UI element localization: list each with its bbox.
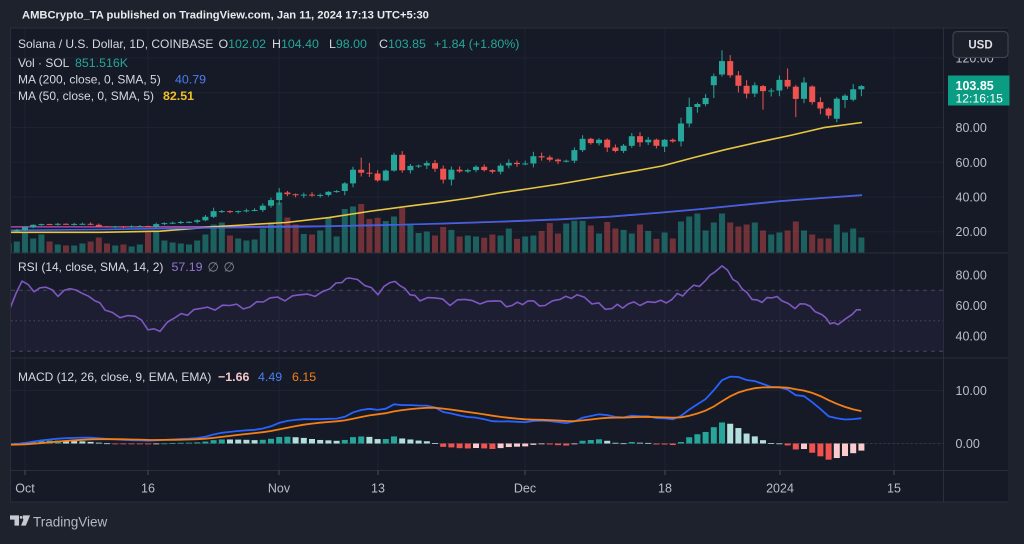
svg-text:40.79: 40.79 — [175, 73, 206, 87]
svg-text:57.19: 57.19 — [172, 260, 203, 274]
svg-text:Dec: Dec — [514, 482, 536, 496]
svg-text:H104.40: H104.40 — [272, 37, 319, 51]
svg-text:USD: USD — [968, 40, 992, 52]
svg-text:∅: ∅ — [224, 260, 235, 275]
svg-text:∅: ∅ — [208, 260, 219, 275]
svg-text:6.15: 6.15 — [292, 370, 316, 384]
svg-text:TradingView: TradingView — [33, 515, 108, 530]
svg-text:20.00: 20.00 — [956, 225, 987, 239]
svg-text:Solana / U.S. Dollar, 1D, COIN: Solana / U.S. Dollar, 1D, COINBASE — [18, 37, 213, 51]
svg-text:4.49: 4.49 — [258, 370, 282, 384]
svg-text:13: 13 — [371, 482, 385, 496]
svg-text:12:16:15: 12:16:15 — [956, 92, 1004, 106]
svg-text:851.516K: 851.516K — [75, 56, 129, 70]
svg-text:Nov: Nov — [268, 482, 291, 496]
svg-text:RSI (14, close, SMA, 14, 2): RSI (14, close, SMA, 14, 2) — [18, 260, 163, 274]
svg-text:Oct: Oct — [15, 482, 35, 496]
svg-text:15: 15 — [887, 482, 901, 496]
svg-text:C103.85: C103.85 — [379, 37, 426, 51]
svg-text:O102.02: O102.02 — [219, 37, 267, 51]
svg-text:16: 16 — [141, 482, 155, 496]
svg-text:−1.66: −1.66 — [218, 370, 249, 384]
svg-text:103.85: 103.85 — [956, 79, 994, 93]
svg-text:40.00: 40.00 — [956, 191, 987, 205]
svg-text:40.00: 40.00 — [956, 330, 987, 344]
svg-text:L98.00: L98.00 — [329, 37, 367, 51]
svg-text:AMBCrypto_TA published on Trad: AMBCrypto_TA published on TradingView.co… — [22, 10, 429, 22]
svg-text:18: 18 — [658, 482, 672, 496]
svg-text:Vol · SOL: Vol · SOL — [18, 56, 70, 70]
svg-text:10.00: 10.00 — [956, 384, 987, 398]
svg-text:60.00: 60.00 — [956, 156, 987, 170]
svg-text:80.00: 80.00 — [956, 121, 987, 135]
svg-text:MA (50, close, 0, SMA, 5): MA (50, close, 0, SMA, 5) — [18, 89, 154, 103]
svg-text:0.00: 0.00 — [956, 437, 980, 451]
svg-text:60.00: 60.00 — [956, 299, 987, 313]
svg-text:82.51: 82.51 — [163, 89, 194, 103]
svg-text:+1.84 (+1.80%): +1.84 (+1.80%) — [434, 37, 519, 51]
svg-text:80.00: 80.00 — [956, 269, 987, 283]
svg-text:MACD (12, 26, close, 9, EMA, E: MACD (12, 26, close, 9, EMA, EMA) — [18, 370, 211, 384]
svg-text:MA (200, close, 0, SMA, 5): MA (200, close, 0, SMA, 5) — [18, 73, 161, 87]
svg-text:2024: 2024 — [766, 482, 794, 496]
